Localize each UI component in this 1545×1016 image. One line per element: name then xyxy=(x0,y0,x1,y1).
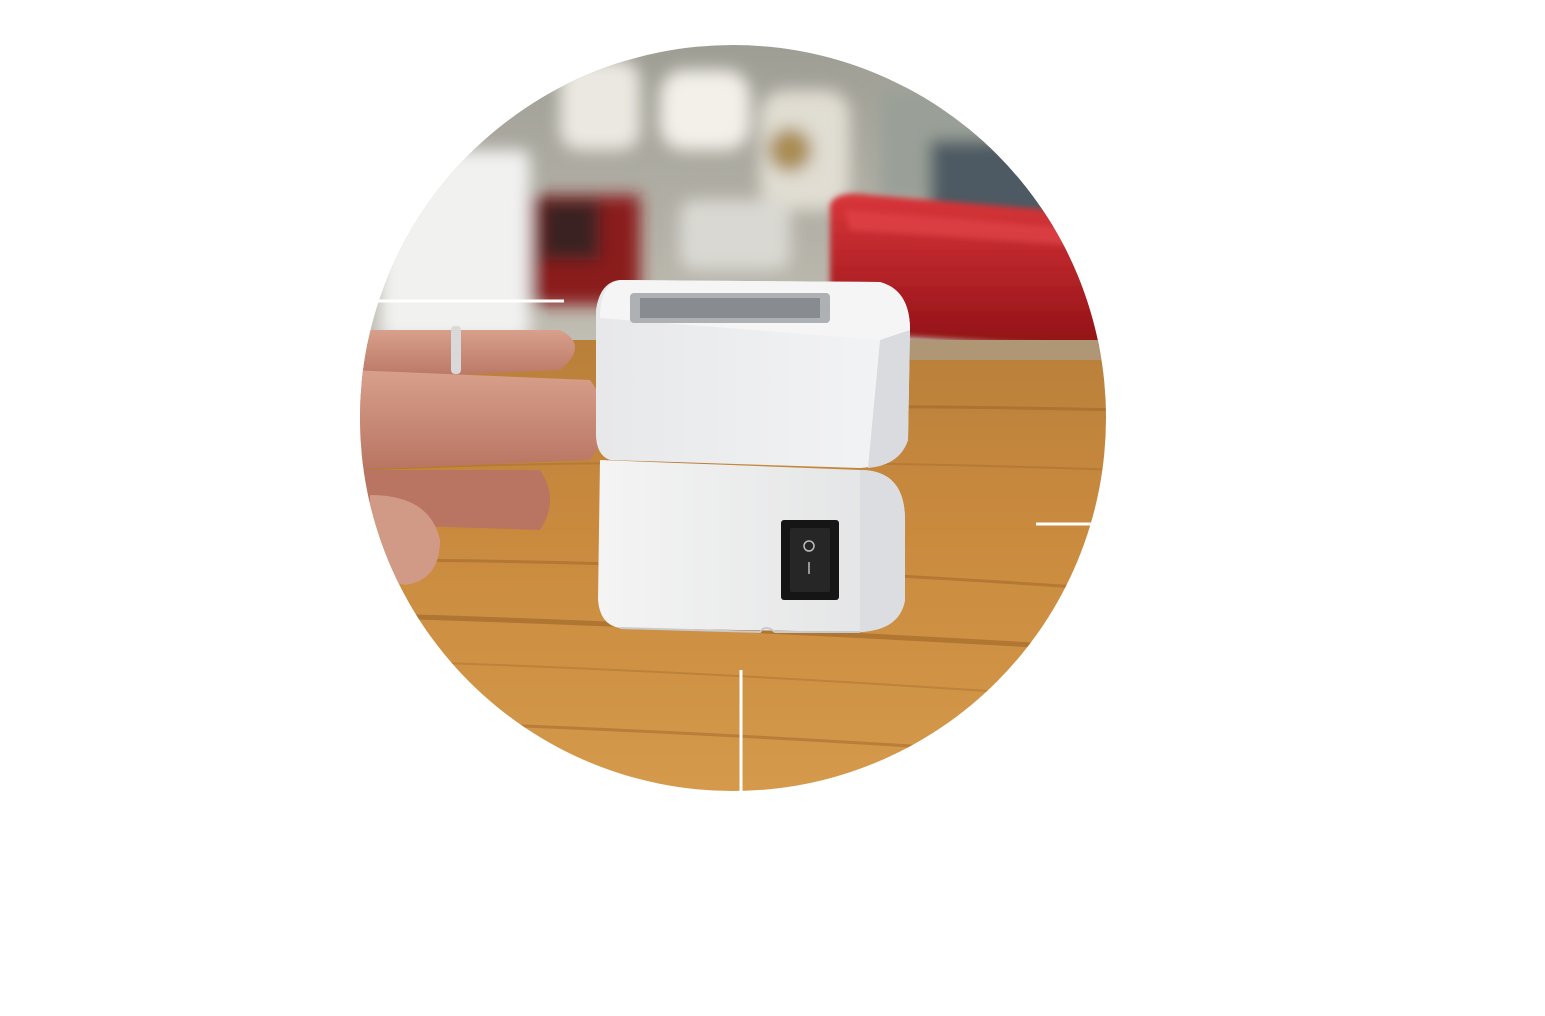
rocker-switch xyxy=(781,520,839,600)
hand xyxy=(360,326,605,585)
device-top-box xyxy=(595,280,910,468)
device-bottom-box xyxy=(598,460,905,634)
ring xyxy=(451,326,461,374)
switch-off-symbol xyxy=(803,540,815,552)
guide-lines xyxy=(378,299,1092,792)
photo-content xyxy=(360,45,1106,791)
